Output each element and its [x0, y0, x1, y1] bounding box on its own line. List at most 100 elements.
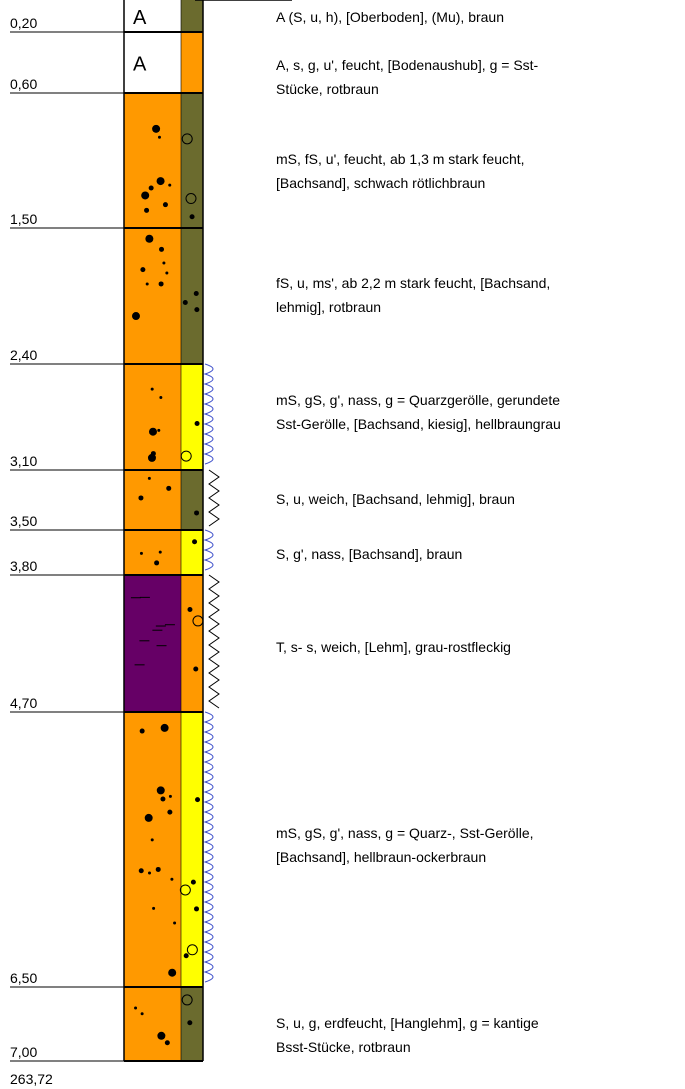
- grain-dot: [144, 207, 150, 213]
- grain-dot: [138, 495, 144, 501]
- grain-dot: [162, 261, 166, 265]
- layer-description: S, g', nass, [Bachsand], braun: [276, 546, 462, 562]
- grain-dot: [140, 1012, 144, 1016]
- grain-dot: [150, 387, 154, 391]
- depth-label: 0,60: [10, 76, 37, 92]
- grain-dot: [131, 312, 140, 321]
- layer-side-fill: [181, 987, 203, 1061]
- water-wave-symbol: [203, 529, 214, 571]
- water-wave-symbol: [203, 363, 214, 465]
- grain-dot: [167, 809, 173, 815]
- layer-description: Sst-Gerölle, [Bachsand, kiesig], hellbra…: [276, 416, 561, 432]
- grain-dot: [138, 868, 144, 874]
- grain-dot: [187, 1020, 193, 1026]
- grain-dot: [157, 1031, 166, 1040]
- layer-fills: [124, 0, 203, 1061]
- layer-description: Stücke, rotbraun: [276, 81, 379, 97]
- grain-dot: [182, 299, 188, 305]
- depth-label: 3,50: [10, 513, 37, 529]
- grain-dot: [152, 124, 161, 133]
- grain-dot: [168, 183, 172, 187]
- grain-dot: [156, 177, 165, 186]
- grain-dot: [187, 606, 193, 612]
- layer-main-fill: [124, 32, 181, 93]
- layer-letter: A: [133, 7, 147, 29]
- grain-dot: [159, 246, 165, 252]
- layer-side-fill: [181, 228, 203, 364]
- grain-dot: [189, 214, 195, 220]
- layer-main-fill: [124, 93, 181, 228]
- layer-description: [Bachsand], schwach rötlichbraun: [276, 175, 485, 191]
- grain-dot: [154, 560, 160, 566]
- grain-dot: [144, 813, 153, 822]
- layer-description: S, u, g, erdfeucht, [Hanglehm], g = kant…: [276, 1015, 539, 1031]
- layer-side-fill: [181, 364, 203, 470]
- layer-description: mS, gS, g', nass, g = Quarzgerölle, geru…: [276, 392, 560, 408]
- grain-dot: [194, 906, 200, 912]
- grain-dot: [162, 202, 168, 208]
- layer-main-fill: [124, 712, 181, 987]
- grain-dot: [193, 666, 199, 672]
- grain-dot: [148, 871, 152, 875]
- layer-description: [Bachsand], hellbraun-ockerbraun: [276, 849, 486, 865]
- grain-dot: [150, 451, 156, 457]
- grain-dot: [173, 921, 177, 925]
- gravel-circle: [179, 884, 191, 896]
- grain-dot: [194, 421, 200, 427]
- layer-main-fill: [124, 575, 181, 712]
- layer-side-fill: [181, 712, 203, 987]
- grain-dot: [139, 551, 143, 555]
- gravel-circle: [185, 193, 197, 205]
- depth-label: 3,10: [10, 453, 37, 469]
- layer-side-fill: [181, 470, 203, 530]
- grain-dot: [157, 135, 161, 139]
- layer-main-fill: [124, 0, 181, 32]
- layer-description: Bsst-Stücke, rotbraun: [276, 1039, 411, 1055]
- grain-dot: [147, 476, 151, 480]
- labels: A A (S, u, h), [Oberboden], (Mu), braun A A…: [10, 7, 561, 1087]
- grain-dot: [160, 796, 166, 802]
- water-symbols: [203, 363, 220, 983]
- layer-side-fill: [181, 575, 203, 712]
- layer-letter: A: [133, 54, 147, 76]
- grain-dot: [165, 271, 169, 275]
- layer-side-fill: [181, 93, 203, 228]
- grain-dot: [152, 906, 156, 910]
- grain-dot: [141, 191, 150, 200]
- layer-main-fill: [124, 530, 181, 575]
- grain-dot: [158, 281, 164, 287]
- grain-dot: [195, 797, 201, 803]
- grain-dot: [194, 510, 200, 516]
- layer-side-fill: [181, 32, 203, 93]
- grain-dot: [145, 282, 149, 286]
- grain-dot: [160, 723, 169, 732]
- layer-description: A, s, g, u', feucht, [Bodenaushub], g = …: [276, 57, 539, 73]
- gravel-circle: [186, 944, 198, 956]
- grain-dot: [168, 794, 172, 798]
- layer-side-fill: [181, 0, 203, 32]
- grain-dot: [164, 1040, 170, 1046]
- depth-label: 6,50: [10, 970, 37, 986]
- grain-dot: [140, 267, 146, 273]
- depth-label: 2,40: [10, 347, 37, 363]
- depth-label: 7,00: [10, 1044, 37, 1060]
- depth-label: 0,20: [10, 15, 37, 31]
- grain-dot: [148, 185, 154, 191]
- grain-dot: [158, 550, 162, 554]
- layer-description: mS, gS, g', nass, g = Quarz-, Sst-Geröll…: [276, 825, 534, 841]
- water-wave-symbol: [203, 711, 214, 983]
- grain-dot: [166, 485, 172, 491]
- layer-description: lehmig], rotbraun: [276, 299, 381, 315]
- depth-label: 4,70: [10, 695, 37, 711]
- grain-dot: [150, 838, 154, 842]
- grain-dot: [190, 879, 196, 885]
- water-zigzag-symbol: [208, 469, 220, 527]
- layer-main-fill: [124, 228, 181, 364]
- grain-dot: [139, 728, 145, 734]
- grain-dot: [155, 866, 161, 872]
- gravel-circle: [181, 133, 193, 145]
- grain-symbols: [130, 124, 204, 1046]
- depth-label: 1,50: [10, 211, 37, 227]
- bottom-elevation-label: 263,72: [10, 1071, 53, 1087]
